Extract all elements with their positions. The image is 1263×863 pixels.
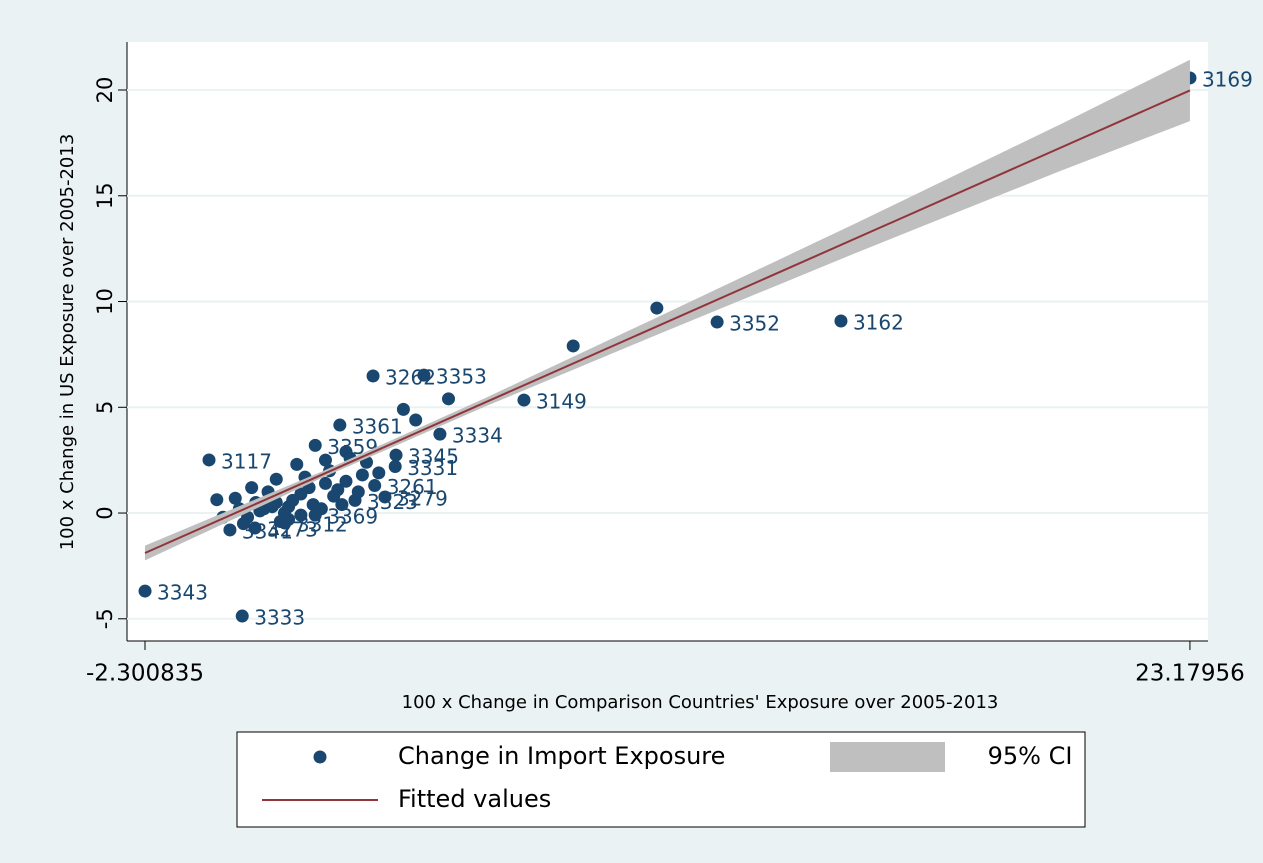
legend-marker [313,750,327,764]
scatter-point [368,479,382,493]
scatter-point [235,609,249,623]
scatter-point [378,490,392,504]
scatter-point [433,427,447,441]
scatter-point [236,517,250,531]
scatter-point [269,472,283,486]
scatter-point [138,584,152,598]
scatter-point [223,523,237,537]
scatter-point [327,489,341,503]
scatter-point [202,453,216,467]
point-label: 3361 [352,415,403,439]
scatter-point [339,445,353,459]
point-label: 3262 [385,365,436,389]
scatter-point [351,485,365,499]
point-label: 3369 [327,505,378,529]
scatter-point [517,393,531,407]
point-label: 3353 [436,365,487,389]
y-tick-label: 5 [93,401,117,414]
y-axis-title: 100 x Change in US Exposure over 2005-20… [57,134,78,551]
point-label: 3334 [452,424,503,448]
y-tick-label: 15 [93,182,117,209]
scatter-point [710,315,724,329]
scatter-point [339,474,353,488]
legend-label: Change in Import Exposure [398,742,725,770]
point-label: 3279 [397,486,448,510]
scatter-point [318,453,332,467]
point-label: 3162 [853,310,904,334]
point-label: 3343 [157,581,208,605]
scatter-point [650,301,664,315]
point-label: 3331 [407,456,458,480]
scatter-point [265,500,279,514]
point-label: 3149 [536,390,587,414]
scatter-point [210,493,224,507]
point-label: 3117 [221,449,272,473]
scatter-point [335,498,349,512]
legend-label: Fitted values [398,785,551,813]
x-tick-label: -2.300835 [86,661,204,687]
point-label: 3333 [254,606,305,630]
point-label: 3323 [367,490,418,514]
scatter-point [566,339,580,353]
scatter-point [290,457,304,471]
point-label: 3169 [1202,67,1253,91]
y-tick-label: 20 [93,77,117,104]
scatter-point [409,413,423,427]
ci-band [145,59,1190,561]
fit-line [144,89,1191,554]
y-tick-label: 10 [93,288,117,315]
scatter-point [333,418,347,432]
y-tick-label: -5 [93,608,117,629]
scatter-point [355,468,369,482]
scatter-point [314,502,328,516]
scatter-point [366,369,380,383]
scatter-point [245,481,259,495]
scatter-point [248,521,262,535]
scatter-point [282,500,296,514]
scatter-point [372,466,386,480]
scatter-point [228,491,242,505]
scatter-point [417,368,431,382]
scatter-point [834,314,848,328]
scatter-point [388,460,402,474]
legend-swatch [830,742,945,772]
point-label: 3352 [729,312,780,336]
scatter-point [389,448,403,462]
scatter-point [396,402,410,416]
scatter-point [442,392,456,406]
y-tick-label: 0 [93,506,117,519]
point-label: 3261 [387,475,438,499]
legend-label: 95% CI [988,742,1073,770]
scatter-point [294,508,308,522]
point-label: 3345 [408,445,459,469]
x-tick-label: 23.17956 [1135,661,1245,687]
x-axis-title: 100 x Change in Comparison Countries' Ex… [402,692,999,713]
scatter-point [318,476,332,490]
scatter-point [308,438,322,452]
